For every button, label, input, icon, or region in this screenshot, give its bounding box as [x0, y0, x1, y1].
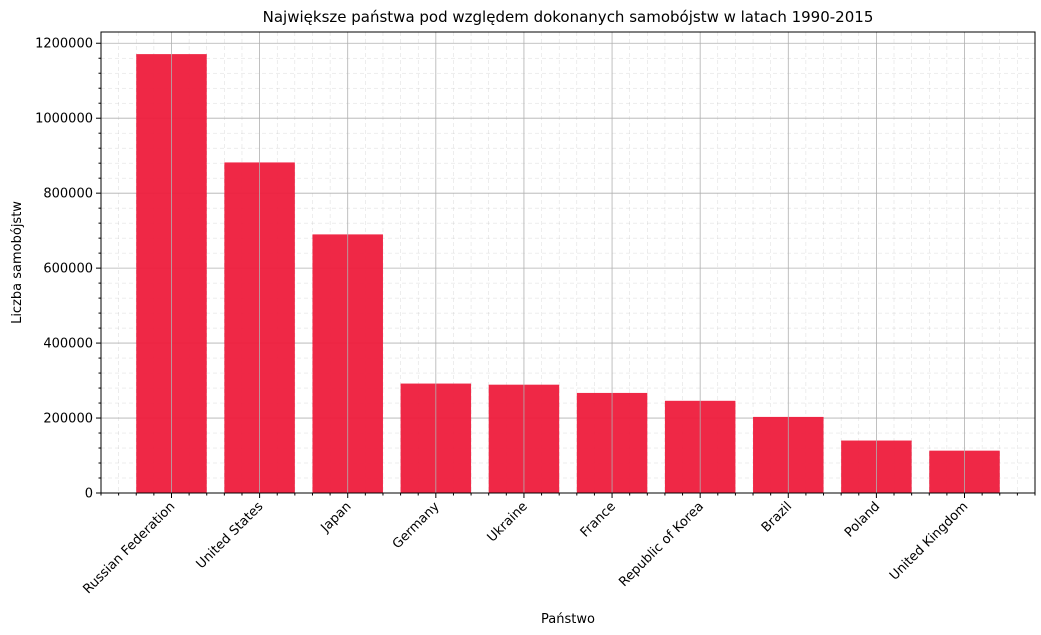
x-tick-label: Poland	[842, 499, 883, 540]
x-tick-label: Republic of Korea	[616, 499, 707, 590]
plot-frame	[100, 31, 1036, 494]
x-gridlines	[171, 32, 965, 493]
x-axis-ticks: Russian Federation United States Japan Germ…	[80, 493, 1036, 597]
x-tick-label: United Kingdom	[887, 499, 971, 583]
bars	[136, 54, 1000, 494]
y-tick-label: 400000	[43, 337, 93, 352]
x-tick-label: Germany	[390, 499, 443, 552]
y-tick-label: 1200000	[35, 37, 93, 52]
y-tick-label: 600000	[43, 262, 93, 277]
x-tick-label: Brazil	[759, 499, 795, 535]
y-axis-label: Liczba samobójstw	[10, 201, 25, 324]
y-tick-label: 0	[85, 487, 93, 502]
y-tick-label: 800000	[43, 187, 93, 202]
x-tick-label: Ukraine	[485, 499, 531, 545]
x-tick-label: France	[578, 499, 619, 540]
y-tick-label: 200000	[43, 412, 93, 427]
x-tick-label: Japan	[318, 499, 355, 536]
x-axis-label: Państwo	[541, 612, 595, 627]
y-axis-ticks: 0 200000 400000 600000 800000 1000000 1200000	[35, 37, 101, 502]
x-tick-label: Russian Federation	[80, 499, 178, 597]
x-tick-label: United States	[194, 499, 267, 572]
chart-title: Największe państwa pod względem dokonany…	[263, 8, 874, 26]
y-tick-label: 1000000	[35, 112, 93, 127]
